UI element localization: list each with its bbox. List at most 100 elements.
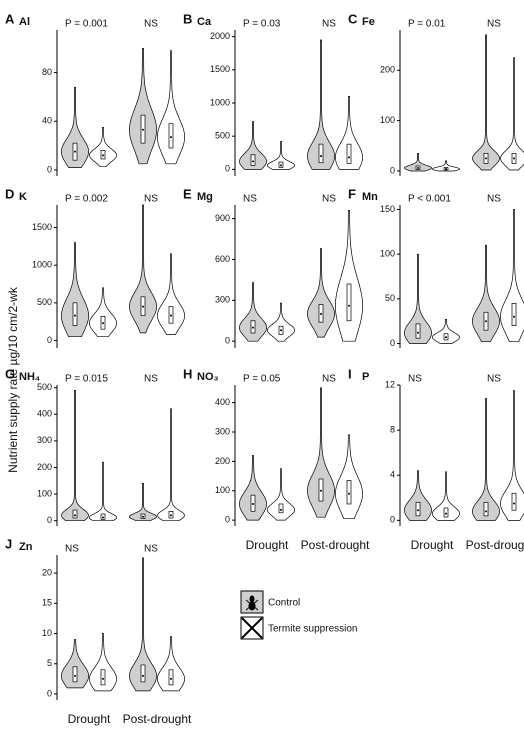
annotation: P = 0.015: [65, 374, 108, 385]
box: [72, 509, 78, 519]
violin: [89, 126, 117, 167]
legend: Control Termite suppression: [240, 590, 357, 640]
median: [348, 304, 350, 307]
legend-label: Control: [268, 598, 300, 609]
y-tick-label: 0: [47, 515, 52, 525]
y-tick-label: 500: [37, 297, 52, 307]
median: [142, 515, 144, 518]
y-tick-label: 0: [225, 164, 230, 174]
median: [102, 677, 104, 680]
violin: [267, 141, 295, 170]
y-tick-label: 300: [215, 295, 230, 305]
annotation: NS: [243, 194, 257, 205]
annotation: NS: [144, 544, 158, 555]
y-tick-label: 4: [390, 470, 395, 480]
annotation: NS: [65, 544, 79, 555]
suppressed-icon: [241, 617, 263, 639]
y-tick-label: 8: [390, 424, 395, 434]
y-tick-label: 0: [47, 335, 52, 345]
y-tick-label: 40: [42, 116, 52, 126]
annotation: P = 0.01: [408, 19, 446, 30]
box: [346, 283, 352, 322]
x-tick-label: Post-drought: [123, 712, 192, 726]
violin: [472, 398, 500, 521]
y-tick-label: 100: [215, 485, 230, 495]
x-tick-label: Drought: [411, 538, 454, 552]
panel-label: E: [183, 186, 192, 201]
panel-title: NO₃: [197, 371, 219, 383]
y-tick-label: 0: [47, 164, 52, 174]
median: [102, 322, 104, 325]
y-tick-label: 300: [215, 426, 230, 436]
panel-title: Mg: [197, 191, 213, 203]
box: [140, 664, 146, 683]
violin: [472, 244, 500, 343]
median: [485, 157, 487, 160]
annotation: P = 0.05: [243, 374, 281, 385]
violin: [129, 204, 157, 334]
violin: [500, 390, 524, 521]
annotation: NS: [487, 194, 501, 205]
median: [170, 677, 172, 680]
median: [142, 305, 144, 308]
violin: [157, 408, 185, 522]
annotation: NS: [322, 19, 336, 30]
annotation: P = 0.03: [243, 19, 281, 30]
panel-label: B: [183, 11, 192, 26]
x-tick-label: Post-drought: [301, 538, 370, 552]
annotation: NS: [487, 19, 501, 30]
y-tick-label: 20: [42, 568, 52, 578]
y-tick-label: 1000: [32, 260, 52, 270]
median: [74, 314, 76, 317]
violin: [239, 121, 267, 170]
y-tick-label: 300: [37, 435, 52, 445]
violin: [432, 319, 460, 344]
annotation: P = 0.002: [65, 194, 108, 205]
violin: [307, 387, 335, 518]
annotation: NS: [322, 374, 336, 385]
annotation: NS: [144, 19, 158, 30]
y-tick-label: 5: [47, 658, 52, 668]
median: [513, 502, 515, 505]
box: [72, 302, 78, 326]
x-tick-label: Post-drought: [466, 538, 524, 552]
median: [142, 674, 144, 677]
y-tick-label: 0: [390, 515, 395, 525]
box: [250, 154, 256, 166]
violin: [404, 253, 432, 344]
median: [252, 502, 254, 505]
median: [417, 166, 419, 169]
violin: [157, 253, 185, 335]
y-tick-label: 150: [380, 204, 395, 214]
y-tick-label: 2000: [210, 31, 230, 41]
violin: [129, 557, 157, 692]
median: [445, 336, 447, 339]
box: [483, 501, 489, 517]
median: [320, 489, 322, 492]
median: [170, 136, 172, 139]
median: [320, 155, 322, 158]
violin: [129, 47, 157, 165]
median: [102, 516, 104, 519]
median: [170, 314, 172, 317]
median: [348, 156, 350, 159]
y-tick-label: 1000: [210, 97, 230, 107]
box: [415, 323, 421, 339]
annotation: P < 0.001: [408, 194, 451, 205]
median: [74, 514, 76, 517]
violin: [472, 34, 500, 171]
violin: [61, 242, 89, 338]
panel-label: H: [183, 366, 192, 381]
median: [445, 512, 447, 515]
violin: [432, 471, 460, 521]
annotation: NS: [408, 374, 422, 385]
violin: [431, 160, 461, 172]
y-tick-label: 15: [42, 598, 52, 608]
panel-label: A: [5, 11, 15, 26]
violin: [61, 389, 89, 522]
violin: [89, 633, 117, 692]
median: [485, 320, 487, 323]
median: [417, 509, 419, 512]
x-tick-label: Drought: [246, 538, 289, 552]
